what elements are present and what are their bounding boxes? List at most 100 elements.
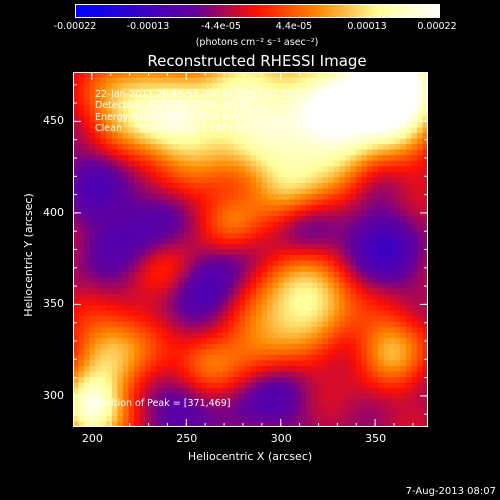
heatmap-cell (128, 105, 135, 112)
heatmap-cell (400, 282, 407, 289)
heatmap-cell (383, 255, 390, 262)
heatmap-cell (372, 238, 379, 245)
heatmap-cell (305, 415, 313, 423)
heatmap-cell (256, 282, 263, 289)
heatmap-cell (156, 282, 163, 289)
heatmap-cell (267, 266, 274, 273)
heatmap-cell (366, 293, 374, 301)
heatmap-cell (95, 177, 102, 184)
heatmap-cell (400, 77, 407, 84)
heatmap-cell (394, 410, 401, 417)
heatmap-cell (233, 282, 241, 289)
heatmap-cell (178, 171, 185, 178)
heatmap-cell (405, 221, 412, 228)
heatmap-cell (117, 327, 124, 334)
heatmap-cell (328, 388, 335, 395)
heatmap-cell (95, 343, 102, 350)
heatmap-cell (172, 354, 179, 362)
heatmap-cell (195, 266, 202, 273)
heatmap-cell (206, 171, 213, 178)
heatmap-cell (383, 410, 390, 417)
heatmap-cell (139, 304, 146, 312)
heatmap-cell (256, 365, 263, 373)
heatmap-cell (317, 149, 324, 156)
heatmap-cell (100, 338, 107, 345)
heatmap-cell (100, 266, 107, 273)
heatmap-cell (84, 221, 91, 228)
heatmap-cell (95, 371, 102, 378)
heatmap-cell (322, 349, 329, 356)
heatmap-cell (233, 410, 241, 417)
heatmap-cell (372, 166, 379, 173)
heatmap-cell (261, 316, 268, 323)
heatmap-cell (322, 310, 329, 317)
heatmap-cell (139, 332, 146, 339)
heatmap-cell (267, 343, 274, 350)
heatmap-cell (278, 332, 285, 339)
heatmap-cell (305, 260, 313, 267)
heatmap-cell (272, 299, 279, 306)
heatmap-cell (261, 321, 268, 328)
heatmap-cell (317, 382, 324, 389)
heatmap-cell (294, 277, 302, 284)
heatmap-cell (189, 255, 196, 262)
heatmap-cell (250, 171, 257, 178)
heatmap-cell (272, 404, 279, 411)
heatmap-cell (322, 410, 329, 417)
heatmap-cell (378, 321, 385, 328)
heatmap-cell (256, 171, 263, 178)
heatmap-cell (400, 360, 407, 367)
heatmap-cell (333, 77, 340, 84)
heatmap-cell (317, 260, 324, 267)
heatmap-cell (178, 365, 185, 373)
heatmap-cell (156, 83, 163, 90)
heatmap-cell (73, 144, 80, 151)
heatmap-cell (134, 205, 141, 212)
heatmap-cell (244, 188, 252, 195)
heatmap-cell (333, 415, 340, 423)
heatmap-cell (411, 199, 418, 206)
heatmap-cell (366, 121, 374, 129)
heatmap-cell (161, 354, 168, 362)
heatmap-cell (333, 121, 340, 129)
heatmap-cell (339, 415, 346, 423)
heatmap-cell (206, 404, 213, 411)
heatmap-cell (89, 110, 96, 117)
heatmap-cell (300, 182, 307, 190)
heatmap-cell (344, 388, 351, 395)
heatmap-cell (389, 399, 396, 406)
heatmap-cell (84, 266, 91, 273)
heatmap-cell (294, 105, 302, 112)
heatmap-cell (206, 227, 213, 234)
heatmap-cell (411, 227, 418, 234)
heatmap-cell (317, 293, 324, 301)
heatmap-cell (89, 360, 96, 367)
heatmap-cell (134, 393, 141, 400)
heatmap-cell (405, 227, 412, 234)
heatmap-cell (244, 321, 252, 328)
heatmap-cell (200, 205, 207, 212)
heatmap-cell (89, 199, 96, 206)
heatmap-cell (150, 210, 157, 217)
heatmap-cell (300, 188, 307, 195)
heatmap-cell (394, 399, 401, 406)
heatmap-cell (195, 382, 202, 389)
heatmap-cell (300, 399, 307, 406)
heatmap-cell (328, 415, 335, 423)
heatmap-cell (366, 365, 374, 373)
heatmap-cell (294, 88, 302, 95)
heatmap-cell (383, 388, 390, 395)
heatmap-cell (183, 365, 191, 373)
heatmap-cell (366, 288, 374, 295)
heatmap-cell (361, 304, 368, 312)
heatmap-cell (111, 72, 118, 79)
heatmap-cell (267, 177, 274, 184)
heatmap-cell (150, 255, 157, 262)
heatmap-cell (394, 388, 401, 395)
heatmap-cell (278, 182, 285, 190)
heatmap-cell (167, 110, 174, 117)
heatmap-cell (217, 232, 224, 240)
heatmap-cell (217, 149, 224, 156)
heatmap-cell (172, 77, 179, 84)
heatmap-cell (167, 321, 174, 328)
